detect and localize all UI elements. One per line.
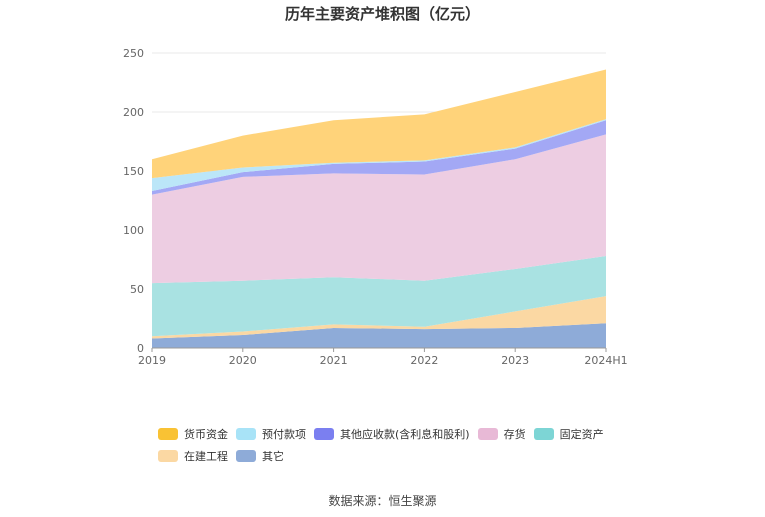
legend-item-construction-in-progress[interactable]: 在建工程 xyxy=(158,448,228,464)
x-tick-label: 2022 xyxy=(410,354,438,367)
y-tick-label: 150 xyxy=(123,165,144,178)
legend-label: 货币资金 xyxy=(184,428,228,441)
legend-item-inventory[interactable]: 存货 xyxy=(477,426,526,442)
legend-swatch xyxy=(158,450,178,462)
series-area xyxy=(152,255,606,337)
y-tick-label: 100 xyxy=(123,224,144,237)
legend-swatch xyxy=(158,428,178,440)
legend-label: 在建工程 xyxy=(184,450,228,463)
data-source: 数据来源：恒生聚源 xyxy=(328,494,437,508)
x-tick-label: 2020 xyxy=(229,354,257,367)
legend: 货币资金 预付款项 其他应收款(含利息和股利) 存货 固定资产 在建工程 其它 xyxy=(158,426,658,464)
legend-label: 其它 xyxy=(262,450,284,463)
series-area xyxy=(152,69,606,179)
y-tick-label: 250 xyxy=(123,47,144,60)
x-tick-label: 2019 xyxy=(138,354,166,367)
legend-item-cash[interactable]: 货币资金 xyxy=(158,426,228,442)
series-area xyxy=(152,323,606,348)
chart-title: 历年主要资产堆积图（亿元） xyxy=(284,5,480,23)
x-tick-label: 2023 xyxy=(501,354,529,367)
y-tick-label: 50 xyxy=(130,283,144,296)
legend-swatch xyxy=(314,428,334,440)
legend-swatch xyxy=(236,450,256,462)
x-tick-label: 2024H1 xyxy=(584,354,627,367)
legend-item-fixed-assets[interactable]: 固定资产 xyxy=(533,426,604,442)
legend-swatch xyxy=(477,428,498,440)
y-tick-label: 0 xyxy=(137,342,144,355)
x-tick-label: 2021 xyxy=(320,354,348,367)
legend-label: 预付款项 xyxy=(262,428,306,441)
series-area xyxy=(152,120,606,195)
legend-label: 存货 xyxy=(503,428,526,441)
series-area xyxy=(152,134,606,284)
legend-item-other[interactable]: 其它 xyxy=(236,448,284,464)
axes: 0 50 100 150 200 250 2019 2020 2021 2022 2023 2024H… xyxy=(123,47,628,367)
legend-swatch xyxy=(533,428,554,440)
legend-label: 固定资产 xyxy=(559,428,604,441)
series-area xyxy=(152,296,606,339)
legend-swatch xyxy=(236,428,256,440)
legend-item-other-receivables[interactable]: 其他应收款(含利息和股利) xyxy=(314,426,470,442)
legend-label: 其他应收款(含利息和股利) xyxy=(340,428,470,441)
y-tick-label: 200 xyxy=(123,106,144,119)
legend-item-prepayments[interactable]: 预付款项 xyxy=(236,426,306,442)
series-areas xyxy=(152,69,606,348)
